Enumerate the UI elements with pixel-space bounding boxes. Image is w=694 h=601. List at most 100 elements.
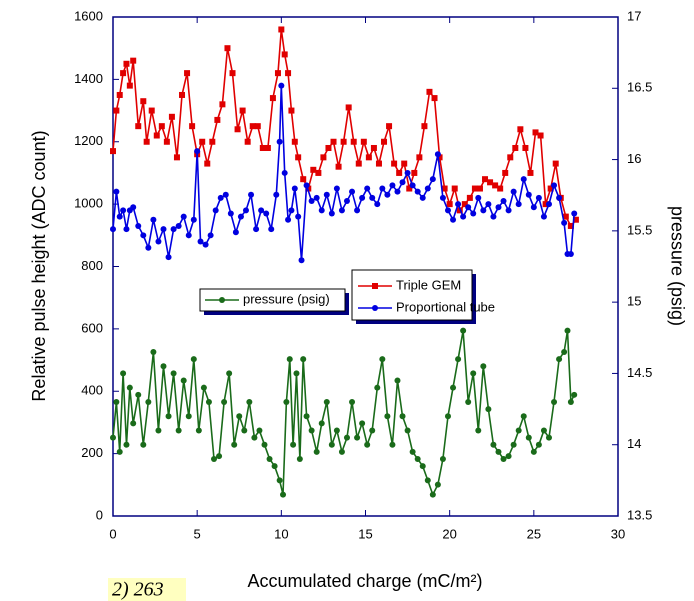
marker	[475, 427, 482, 434]
legend-label: pressure (psig)	[243, 291, 330, 306]
marker	[226, 370, 233, 377]
marker	[359, 194, 366, 201]
marker	[325, 144, 332, 151]
marker	[216, 453, 223, 460]
marker	[421, 123, 428, 130]
marker	[229, 70, 236, 77]
marker	[310, 166, 317, 173]
marker	[268, 226, 275, 233]
marker	[153, 132, 160, 139]
marker	[320, 154, 327, 161]
x-tick-label: 25	[527, 526, 541, 541]
marker	[276, 138, 283, 145]
marker	[160, 363, 167, 370]
marker	[369, 194, 376, 201]
marker	[158, 123, 165, 130]
marker	[532, 129, 539, 136]
marker	[537, 132, 544, 139]
marker	[318, 420, 325, 427]
marker	[242, 207, 249, 214]
marker	[384, 191, 391, 198]
marker	[567, 251, 574, 258]
y2-axis-title: pressure (psig)	[667, 206, 687, 326]
marker	[515, 201, 522, 208]
y-tick-label: 0	[96, 507, 103, 522]
marker	[130, 420, 137, 427]
marker	[455, 201, 462, 208]
y-tick-label: 400	[81, 383, 103, 398]
marker	[490, 441, 497, 448]
marker	[276, 477, 283, 484]
marker	[323, 191, 330, 198]
marker	[217, 194, 224, 201]
marker	[303, 182, 310, 189]
x-tick-label: 30	[611, 526, 625, 541]
marker	[386, 123, 393, 130]
marker	[313, 194, 320, 201]
marker	[237, 213, 244, 220]
y2-tick-label: 14.5	[627, 365, 652, 380]
marker	[343, 198, 350, 205]
marker	[434, 481, 441, 488]
y-tick-label: 800	[81, 258, 103, 273]
marker	[426, 88, 433, 95]
marker	[278, 82, 285, 89]
marker	[123, 441, 130, 448]
marker	[525, 191, 532, 198]
marker	[350, 138, 357, 145]
marker	[396, 169, 403, 176]
marker	[185, 232, 192, 239]
marker	[263, 210, 270, 217]
marker	[160, 226, 167, 233]
marker	[123, 226, 130, 233]
marker	[110, 226, 116, 233]
marker	[535, 441, 542, 448]
plot-frame	[112, 16, 619, 517]
marker	[465, 204, 472, 211]
marker	[349, 398, 356, 405]
marker	[328, 210, 335, 217]
marker	[567, 222, 574, 229]
marker	[130, 204, 137, 211]
marker	[354, 434, 361, 441]
marker	[328, 441, 335, 448]
marker	[520, 413, 527, 420]
marker	[497, 185, 504, 192]
marker	[461, 201, 468, 208]
marker	[288, 107, 295, 114]
marker	[155, 427, 162, 434]
marker	[295, 213, 302, 220]
marker	[296, 455, 303, 462]
marker	[281, 51, 288, 58]
marker	[285, 70, 292, 77]
marker	[248, 191, 255, 198]
marker	[375, 160, 382, 167]
marker	[199, 138, 206, 145]
marker	[120, 70, 127, 77]
marker	[197, 238, 204, 245]
marker	[335, 163, 342, 170]
marker	[416, 154, 423, 161]
marker	[434, 151, 441, 158]
marker	[222, 191, 229, 198]
marker	[150, 349, 157, 356]
marker	[285, 216, 292, 223]
marker	[364, 441, 371, 448]
marker	[249, 123, 256, 130]
marker	[349, 188, 356, 195]
marker	[251, 434, 258, 441]
marker	[180, 213, 187, 220]
marker	[439, 455, 446, 462]
marker	[444, 413, 451, 420]
marker	[148, 107, 155, 114]
legend-box	[199, 288, 346, 312]
marker	[495, 448, 502, 455]
marker	[384, 413, 391, 420]
marker	[295, 154, 302, 161]
marker	[399, 413, 406, 420]
marker	[298, 257, 305, 264]
marker	[224, 45, 231, 52]
marker	[291, 138, 298, 145]
marker	[338, 448, 345, 455]
